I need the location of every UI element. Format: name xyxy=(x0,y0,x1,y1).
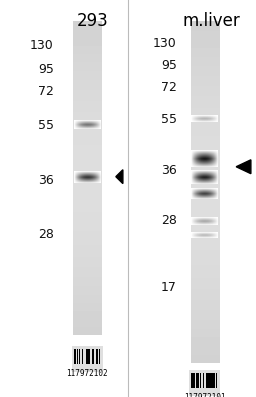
Bar xyxy=(197,373,198,388)
Text: 130: 130 xyxy=(30,39,54,52)
Text: 117972101: 117972101 xyxy=(184,393,226,397)
Bar xyxy=(72,346,102,372)
Bar xyxy=(209,373,210,388)
Bar xyxy=(87,349,88,364)
Text: 95: 95 xyxy=(38,63,54,76)
Text: 117972102: 117972102 xyxy=(66,369,108,378)
Bar xyxy=(195,373,196,388)
Polygon shape xyxy=(236,160,251,174)
Text: m.liver: m.liver xyxy=(182,12,240,30)
Text: 36: 36 xyxy=(38,174,54,187)
Bar xyxy=(214,373,215,388)
Bar xyxy=(86,349,87,364)
Bar xyxy=(211,373,212,388)
Text: 293: 293 xyxy=(76,12,108,30)
Bar xyxy=(93,349,94,364)
Text: 55: 55 xyxy=(161,113,177,125)
Bar xyxy=(206,373,207,388)
Bar xyxy=(96,349,98,364)
Bar xyxy=(189,370,220,396)
Text: 28: 28 xyxy=(38,228,54,241)
Bar xyxy=(196,373,197,388)
Polygon shape xyxy=(116,170,123,183)
Bar xyxy=(198,373,199,388)
Bar xyxy=(212,373,213,388)
Text: 72: 72 xyxy=(38,85,54,98)
Bar xyxy=(92,349,93,364)
Bar xyxy=(203,373,204,388)
Text: 36: 36 xyxy=(161,164,177,177)
Text: 130: 130 xyxy=(153,37,177,50)
Text: 95: 95 xyxy=(161,59,177,72)
Bar xyxy=(82,349,83,364)
Bar xyxy=(79,349,80,364)
Bar xyxy=(193,373,195,388)
Text: 17: 17 xyxy=(161,281,177,294)
Text: 72: 72 xyxy=(161,81,177,94)
Bar xyxy=(74,349,76,364)
Text: 55: 55 xyxy=(38,119,54,131)
Bar xyxy=(89,349,90,364)
Bar xyxy=(191,373,193,388)
Bar xyxy=(207,373,208,388)
Text: 28: 28 xyxy=(161,214,177,227)
Bar xyxy=(200,373,201,388)
